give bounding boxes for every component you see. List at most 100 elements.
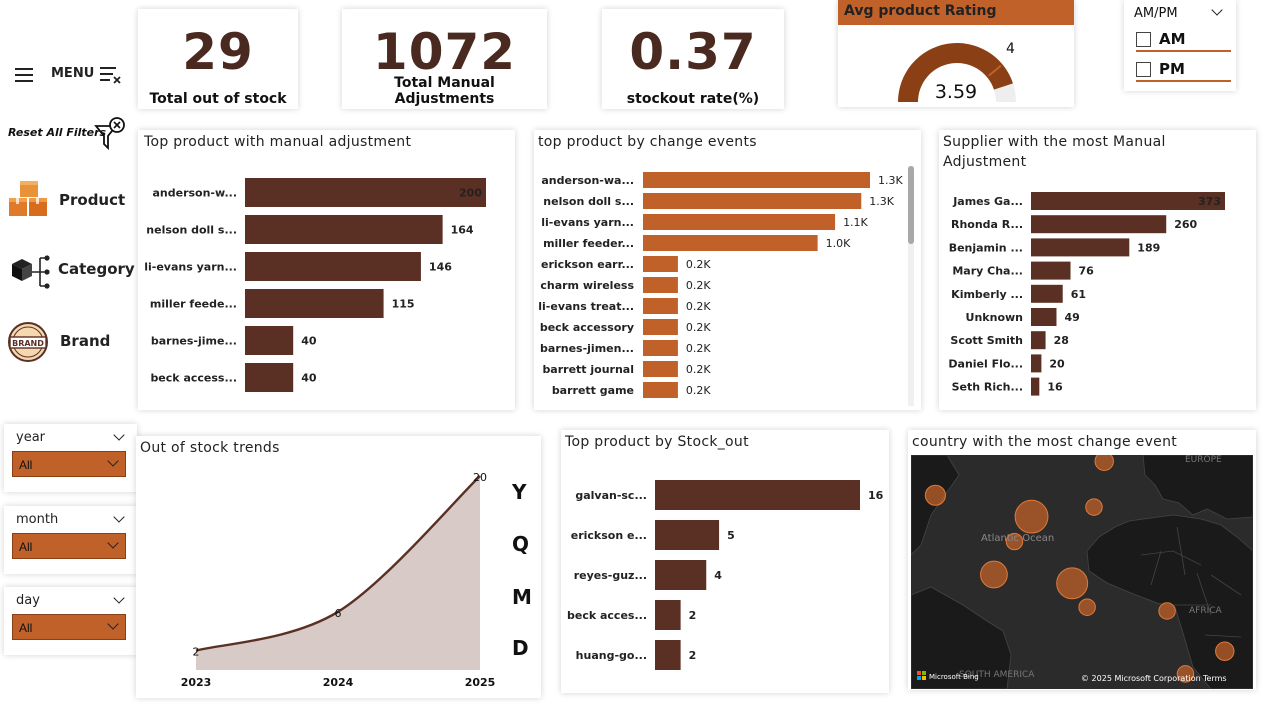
bar[interactable] <box>1031 215 1167 234</box>
bar[interactable] <box>655 640 681 670</box>
checkbox-icon[interactable] <box>1136 32 1151 47</box>
map-bubble[interactable] <box>980 560 1008 589</box>
month-dropdown[interactable]: All <box>12 533 126 559</box>
bar[interactable] <box>245 178 486 207</box>
category-label: huang-go... <box>576 649 647 662</box>
bar[interactable] <box>643 382 678 398</box>
data-label: 6 <box>335 607 342 620</box>
ampm-slicer: AM/PM AM PM <box>1124 0 1236 91</box>
bar[interactable] <box>655 560 707 590</box>
data-label: 0.2K <box>686 258 711 271</box>
bing-logo-icon <box>917 671 926 680</box>
bar[interactable] <box>643 298 678 314</box>
boxes-icon <box>9 181 47 216</box>
map-bubble[interactable] <box>1078 598 1096 616</box>
chart-title: Supplier with the most Manual Adjustment <box>943 134 1166 170</box>
drill-quarter-button[interactable]: Q <box>512 532 530 556</box>
category-label: Mary Cha... <box>952 265 1023 278</box>
chevron-down-icon <box>107 618 119 630</box>
bar[interactable] <box>643 319 678 335</box>
bar[interactable] <box>643 361 678 377</box>
bar[interactable] <box>1031 261 1071 280</box>
category-label: nelson doll s... <box>543 195 634 208</box>
chevron-down-icon <box>107 455 119 467</box>
data-label: 16 <box>868 489 884 502</box>
reset-filters-button[interactable]: Reset All Filters <box>6 116 130 156</box>
year-dropdown[interactable]: All <box>12 451 126 477</box>
bar[interactable] <box>245 363 294 392</box>
nav-item-category[interactable]: Category <box>6 248 136 292</box>
ampm-option-pm[interactable]: PM <box>1136 60 1231 82</box>
bar[interactable] <box>1031 331 1046 350</box>
gauge-chart: 4 3.59 <box>898 41 1016 103</box>
map-bubble[interactable] <box>1094 455 1114 471</box>
bar[interactable] <box>1031 377 1040 396</box>
map-bubble[interactable] <box>1176 665 1195 683</box>
bar[interactable] <box>655 480 860 510</box>
ampm-option-am[interactable]: AM <box>1136 30 1231 52</box>
brand-badge-icon: BRAND <box>8 322 48 362</box>
chevron-down-icon[interactable] <box>1211 4 1223 16</box>
bar[interactable] <box>643 193 862 209</box>
brand-badge-text: BRAND <box>12 339 44 348</box>
chevron-down-icon[interactable] <box>113 592 125 604</box>
data-label: 189 <box>1137 241 1160 254</box>
bar[interactable] <box>643 340 678 356</box>
bar[interactable] <box>655 520 720 550</box>
kpi-value: 29 <box>182 23 254 81</box>
map-label-south-america: SOUTH AMERICA <box>959 670 1035 680</box>
bar[interactable] <box>655 600 681 630</box>
nav-item-product[interactable]: Product <box>6 176 136 224</box>
map-bubble[interactable] <box>924 484 946 506</box>
bar[interactable] <box>643 214 836 230</box>
chart-title: top product by change events <box>538 134 757 150</box>
trend-line[interactable] <box>195 475 481 652</box>
map-bubble[interactable] <box>1215 641 1235 661</box>
stockout-chart-card: Top product by Stock_out galvan-sc... 16 e… <box>561 430 889 693</box>
drill-year-button[interactable]: Y <box>512 480 527 504</box>
map-bubble[interactable] <box>1005 532 1024 551</box>
chevron-down-icon[interactable] <box>113 429 125 441</box>
drill-month-button[interactable]: M <box>512 585 532 609</box>
bar[interactable] <box>1031 308 1057 326</box>
bar[interactable] <box>643 277 678 293</box>
bar[interactable] <box>245 252 421 281</box>
nav-item-product-label: Product <box>59 191 126 209</box>
kpi-card-out-of-stock: 29 Total out of stock <box>138 9 298 109</box>
category-label: Benjamin ... <box>949 241 1023 254</box>
menu-label: MENU <box>51 66 95 81</box>
month-slicer: month All <box>4 506 137 574</box>
scrollbar-thumb[interactable] <box>908 166 914 244</box>
bar[interactable] <box>245 215 443 244</box>
bar[interactable] <box>643 235 818 251</box>
supplier-chart-card: Supplier with the most Manual Adjustment… <box>939 130 1256 410</box>
chevron-down-icon[interactable] <box>113 511 125 523</box>
bar[interactable] <box>643 172 870 188</box>
bar[interactable] <box>643 256 678 272</box>
scrollbar[interactable] <box>908 166 914 406</box>
day-dropdown[interactable]: All <box>12 614 126 640</box>
drill-day-button[interactable]: D <box>512 636 529 660</box>
map-bubble[interactable] <box>1014 499 1049 534</box>
bar[interactable] <box>1031 354 1042 373</box>
checkbox-icon[interactable] <box>1136 62 1151 77</box>
reset-filters-label: Reset All Filters <box>8 126 107 139</box>
category-label: li-evans yarn... <box>541 216 634 229</box>
bar[interactable] <box>1031 284 1063 303</box>
bar[interactable] <box>1031 192 1225 210</box>
nav-item-brand[interactable]: BRAND Brand <box>6 318 136 364</box>
map-land-africa <box>1086 514 1253 689</box>
map-terms-link[interactable]: Terms <box>1202 674 1227 683</box>
data-label: 40 <box>301 335 317 348</box>
change-events-map[interactable]: EUROPE Atlantic Ocean AFRICA SOUTH AMERI… <box>911 455 1253 689</box>
bar[interactable] <box>245 289 384 318</box>
category-label: James Ga... <box>952 195 1023 208</box>
menu-button[interactable]: MENU <box>8 58 128 92</box>
slicer-label: year <box>16 430 46 445</box>
bar[interactable] <box>1031 238 1130 257</box>
map-bubble[interactable] <box>1056 567 1089 600</box>
bar[interactable] <box>245 326 294 355</box>
map-bubble[interactable] <box>1158 602 1176 620</box>
data-label: 164 <box>451 224 474 237</box>
map-bubble[interactable] <box>1085 498 1103 516</box>
